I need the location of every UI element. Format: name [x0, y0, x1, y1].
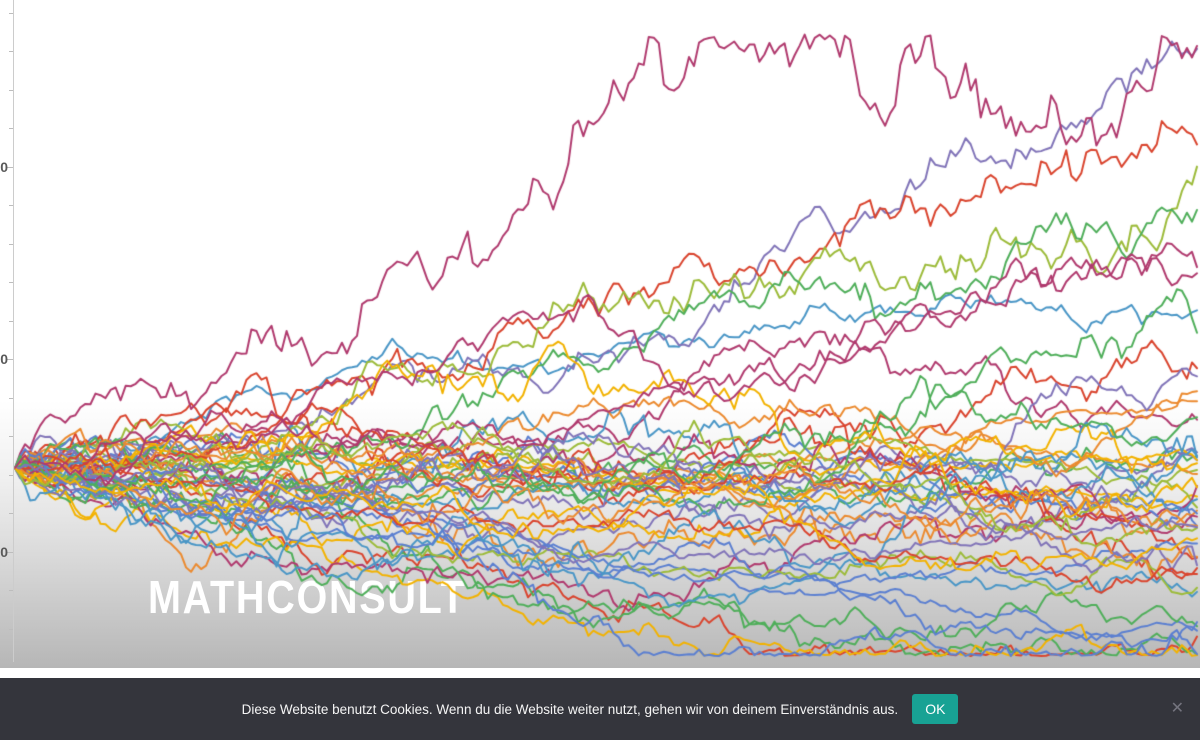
simulation-chart: MATHCONSULT 000 [0, 0, 1200, 668]
cookie-message: Diese Website benutzt Cookies. Wenn du d… [241, 701, 899, 717]
y-axis-minor-tick [9, 475, 13, 476]
y-axis-minor-tick [9, 590, 13, 591]
close-icon[interactable]: ✕ [1170, 700, 1184, 717]
cookie-ok-button[interactable]: OK [912, 694, 959, 724]
y-axis-tick-label: 0 [0, 544, 8, 560]
y-axis-line [13, 0, 14, 662]
y-axis-tick-label: 0 [0, 159, 8, 175]
monte-carlo-paths-canvas [0, 0, 1200, 668]
y-axis-minor-tick [9, 51, 13, 52]
y-axis-minor-tick [9, 513, 13, 514]
y-axis-minor-tick [9, 321, 13, 322]
y-axis-minor-tick [9, 398, 13, 399]
y-axis-tick-label: 0 [0, 351, 8, 367]
y-axis-major-tick [7, 552, 13, 553]
y-axis-minor-tick [9, 128, 13, 129]
y-axis-minor-tick [9, 436, 13, 437]
y-axis-major-tick [7, 167, 13, 168]
y-axis-minor-tick [9, 629, 13, 630]
y-axis-major-tick [7, 359, 13, 360]
y-axis-minor-tick [9, 13, 13, 14]
cookie-banner: Diese Website benutzt Cookies. Wenn du d… [0, 678, 1200, 740]
y-axis-minor-tick [9, 90, 13, 91]
y-axis-minor-tick [9, 205, 13, 206]
y-axis-minor-tick [9, 244, 13, 245]
y-axis-minor-tick [9, 282, 13, 283]
